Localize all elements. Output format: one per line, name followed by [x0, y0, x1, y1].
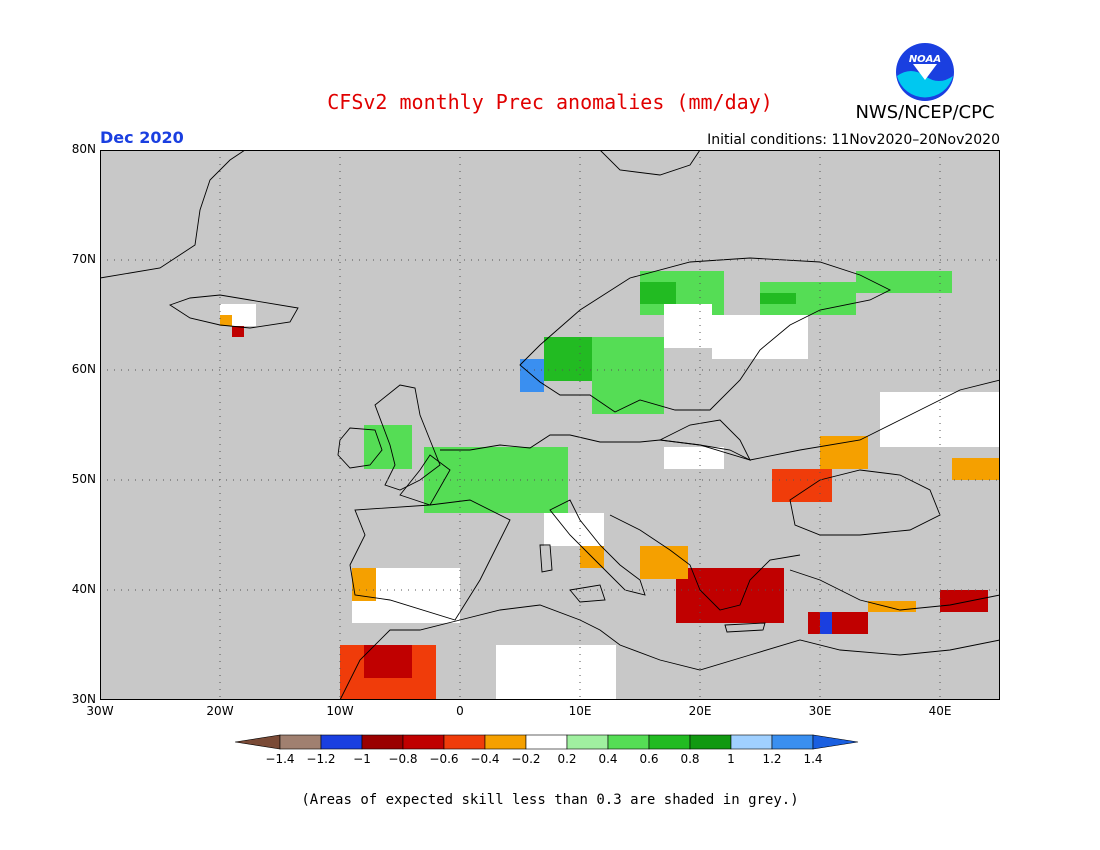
anomaly-kola-darkgreen [760, 293, 796, 304]
colorbar-low-arrow [235, 734, 281, 750]
colorbar-segment [279, 734, 322, 750]
iberia-coast [349, 499, 511, 621]
sardinia-coast [539, 544, 553, 573]
lon-label: 30E [808, 704, 832, 718]
colorbar-tick-label: −1.4 [265, 752, 295, 766]
lon-label: 10W [326, 704, 354, 718]
anomaly-ukraine-red [772, 469, 832, 502]
colorbar-segment [320, 734, 363, 750]
anomaly-turkey-orange [868, 601, 916, 612]
continent-coast [440, 379, 1000, 461]
anomaly-turkey-darkred [808, 612, 868, 634]
lon-label: 20E [688, 704, 712, 718]
sicily-coast [569, 584, 606, 603]
colorbar-tick-label: −1.2 [306, 752, 336, 766]
lon-label: 20W [206, 704, 234, 718]
lat-label: 50N [71, 472, 96, 486]
colorbar-segment [730, 734, 773, 750]
colorbar-tick-label: −0.8 [388, 752, 418, 766]
lon-label: 30W [86, 704, 114, 718]
colorbar-segment [525, 734, 568, 750]
north-africa-coast [339, 604, 1000, 700]
colorbar-segment [607, 734, 650, 750]
balkans-coast [609, 514, 801, 611]
crete-coast [724, 622, 766, 633]
anomaly-north-africa-white [496, 645, 616, 700]
lat-label: 80N [71, 142, 96, 156]
organization-label: NWS/NCEP/CPC [855, 102, 995, 123]
anomaly-north-scandinavia-dark [640, 282, 676, 304]
colorbar [235, 734, 859, 750]
anomaly-poland-white [664, 447, 724, 469]
colorbar-tick-label: 0.2 [557, 752, 577, 766]
colorbar-tick-label: 1 [727, 752, 735, 766]
anomaly-finland-white [712, 315, 808, 359]
svalbard-coast [599, 150, 701, 176]
turkey-coast [789, 569, 1000, 611]
lat-label: 40N [71, 582, 96, 596]
anomaly-iceland-orange [220, 315, 232, 326]
anomaly-iceland-darkred [232, 326, 244, 337]
anomaly-morocco-darkred [364, 645, 412, 678]
anomaly-cyprus-blue [820, 612, 832, 634]
anomaly-caucasus-orange [952, 458, 1000, 480]
lat-label: 30N [71, 692, 96, 706]
colorbar-high-arrow [812, 734, 859, 750]
scandinavia-coast [519, 257, 892, 413]
colorbar-tick-label: 1.2 [762, 752, 782, 766]
colorbar-segment [443, 734, 486, 750]
grid-lines [100, 150, 1000, 700]
greenland-coast [100, 150, 246, 279]
anomaly-balkans-darkred [676, 568, 784, 623]
colorbar-segment [648, 734, 691, 750]
iceland-coast [168, 294, 299, 329]
france-coast [399, 454, 451, 506]
anomaly-regions [220, 271, 1000, 700]
noaa-logo-text: NOAA [909, 54, 941, 65]
anomaly-ireland-green [364, 425, 412, 469]
anomaly-map [100, 150, 1000, 700]
anomaly-adriatic-orange [640, 546, 688, 579]
colorbar-tick-label: 0.8 [680, 752, 700, 766]
forecast-month: Dec 2020 [100, 128, 184, 147]
colorbar-tick-label: −0.4 [470, 752, 500, 766]
coastlines [100, 150, 1000, 700]
colorbar-segment [689, 734, 732, 750]
colorbar-segment [484, 734, 527, 750]
anomaly-benelux-green [424, 447, 568, 513]
britain-coast [374, 384, 441, 491]
anomaly-east-turkey-darkred [940, 590, 988, 612]
colorbar-tick-label: 1.4 [803, 752, 823, 766]
colorbar-segment [402, 734, 445, 750]
initial-conditions: Initial conditions: 11Nov2020–20Nov2020 [707, 132, 1000, 148]
baltic-coast [658, 419, 752, 462]
anomaly-ukraine-orange [820, 436, 868, 469]
skill-footnote: (Areas of expected skill less than 0.3 a… [301, 792, 799, 808]
map-title: CFSv2 monthly Prec anomalies (mm/day) [327, 90, 773, 114]
noaa-logo: NOAA [895, 42, 955, 102]
ireland-coast [337, 427, 383, 469]
lon-label: 40E [928, 704, 952, 718]
colorbar-segment [566, 734, 609, 750]
colorbar-tick-label: 0.6 [639, 752, 659, 766]
colorbar-segment [361, 734, 404, 750]
lon-label: 0 [456, 704, 464, 718]
lat-label: 60N [71, 362, 96, 376]
colorbar-tick-label: −0.2 [511, 752, 541, 766]
lat-label: 70N [71, 252, 96, 266]
lon-label: 10E [568, 704, 592, 718]
colorbar-tick-label: −0.6 [429, 752, 459, 766]
anomaly-lapland-white [664, 304, 712, 348]
colorbar-tick-label: 0.4 [598, 752, 618, 766]
anomaly-alps-white [544, 513, 604, 546]
anomaly-sweden-band [592, 337, 664, 414]
anomaly-norway-coast-green [544, 337, 592, 381]
colorbar-segment [771, 734, 814, 750]
colorbar-tick-label: −1 [353, 752, 371, 766]
italy-coast [549, 499, 646, 596]
anomaly-north-russia-green [856, 271, 952, 293]
